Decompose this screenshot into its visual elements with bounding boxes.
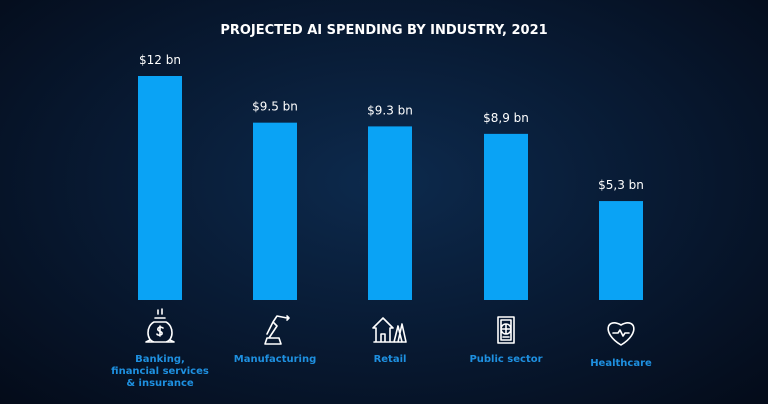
category-label: Healthcare	[590, 358, 652, 369]
category-label: Public sector	[469, 354, 542, 365]
bar	[368, 126, 412, 301]
data-label: $12 bn	[139, 53, 181, 67]
bar	[253, 122, 297, 301]
passport-icon	[497, 316, 515, 344]
category-label: & insurance	[126, 378, 194, 389]
data-label: $9.5 bn	[252, 100, 298, 114]
chart-title: PROJECTED AI SPENDING BY INDUSTRY, 2021	[220, 23, 547, 38]
category-label: Banking,	[135, 354, 185, 365]
bar	[599, 201, 643, 300]
bar	[138, 76, 182, 300]
heart-pulse-icon	[607, 322, 635, 346]
robot-arm-icon	[264, 315, 290, 345]
data-label: $8,9 bn	[483, 111, 529, 125]
data-label: $9.3 bn	[367, 103, 413, 117]
category-label: financial services	[111, 366, 209, 377]
store-trees-icon	[372, 317, 407, 343]
money-bag-icon	[145, 308, 175, 343]
category-label: Retail	[374, 354, 407, 365]
category-label: Manufacturing	[234, 354, 317, 365]
bar	[484, 133, 528, 300]
data-label: $5,3 bn	[598, 178, 644, 192]
